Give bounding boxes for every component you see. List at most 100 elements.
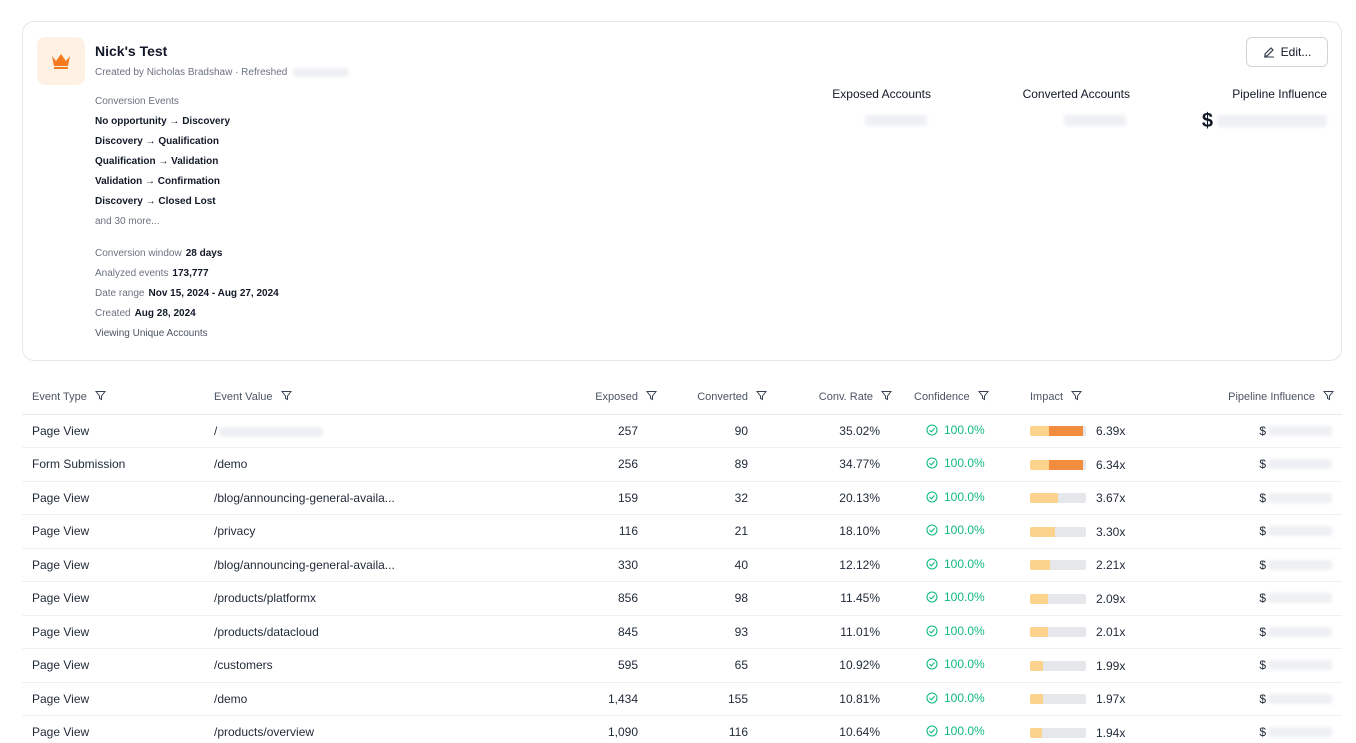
col-converted[interactable]: Converted (662, 380, 772, 415)
impact-value: 3.30x (1096, 524, 1126, 539)
pipeline-redacted (1268, 559, 1332, 570)
metric-exposed-redacted (865, 115, 927, 126)
impact-value: 2.01x (1096, 625, 1126, 640)
more-events-link[interactable]: and 30 more... (95, 216, 160, 227)
cell-event-type: Page View (22, 514, 214, 549)
cell-pipeline: $ (1170, 548, 1342, 582)
table-row[interactable]: Page View/products/datacloud 845 93 11.01% 1… (22, 615, 1342, 649)
cell-conv-rate: 10.64% (772, 715, 902, 743)
pipeline-redacted (1268, 693, 1332, 704)
cell-converted: 93 (662, 615, 772, 649)
cell-confidence: 100.0% (902, 548, 1020, 582)
metric-converted-label: Converted Accounts (1022, 87, 1130, 101)
impact-bar (1030, 459, 1086, 470)
impact-bar (1030, 593, 1086, 604)
cell-exposed: 856 (444, 581, 662, 616)
cell-event-type: Page View (22, 548, 214, 582)
cell-event-type: Page View (22, 682, 214, 716)
filter-icon[interactable] (977, 390, 989, 404)
table-row[interactable]: Page View/products/platformx 856 98 11.45% 1… (22, 581, 1342, 616)
impact-bar (1030, 426, 1086, 437)
metric-converted-redacted (1064, 115, 1126, 126)
impact-value: 1.99x (1096, 658, 1126, 673)
table-row[interactable]: Page View/blog/announcing-general-availa… (22, 481, 1342, 515)
conversion-events-heading: Conversion Events (95, 96, 179, 107)
cell-event-value: /blog/announcing-general-availa... (214, 481, 444, 515)
check-circle-icon (926, 457, 938, 472)
conversion-event: Qualification → Validation (95, 156, 219, 167)
col-event-type[interactable]: Event Type (22, 380, 214, 415)
conversion-window: Conversion window 28 days (95, 248, 223, 259)
col-event-value[interactable]: Event Value (214, 380, 444, 415)
table-body: Page View/257 90 35.02% 100.0% 6.39x $ Form Su… (22, 414, 1342, 743)
check-circle-icon (926, 625, 938, 640)
cell-conv-rate: 11.45% (772, 581, 902, 616)
viewing-mode: Viewing Unique Accounts (95, 328, 208, 339)
metric-converted: Converted Accounts (1023, 87, 1130, 126)
col-conv-rate[interactable]: Conv. Rate (772, 380, 902, 415)
date-range: Date range Nov 15, 2024 - Aug 27, 2024 (95, 288, 279, 299)
filter-icon[interactable] (880, 390, 893, 404)
pipeline-redacted (1268, 727, 1332, 738)
pipeline-redacted (1268, 459, 1332, 470)
cell-exposed: 1,090 (444, 715, 662, 743)
cell-confidence: 100.0% (902, 615, 1020, 649)
cell-exposed: 1,434 (444, 682, 662, 716)
cell-event-value: / (214, 414, 444, 448)
cell-pipeline: $ (1170, 648, 1342, 683)
impact-bar-light (1030, 694, 1043, 705)
pipeline-redacted (1268, 626, 1332, 637)
cell-conv-rate: 10.81% (772, 682, 902, 716)
impact-bar (1030, 627, 1086, 638)
filter-icon[interactable] (280, 390, 292, 404)
impact-bar-light (1030, 426, 1049, 437)
metric-pipeline-redacted (1217, 115, 1327, 127)
cell-event-value: /blog/announcing-general-availa... (214, 548, 444, 582)
table-row[interactable]: Page View/products/overview 1,090 116 10.64… (22, 715, 1342, 743)
filter-icon[interactable] (1322, 390, 1335, 404)
analyzed-events: Analyzed events 173,777 (95, 268, 209, 279)
filter-icon[interactable] (755, 390, 768, 404)
cell-confidence: 100.0% (902, 581, 1020, 616)
filter-icon[interactable] (645, 390, 658, 404)
table-row[interactable]: Page View/257 90 35.02% 100.0% 6.39x $ (22, 414, 1342, 448)
table-row[interactable]: Page View/demo 1,434 155 10.81% 100.0% 1.97x $ (22, 682, 1342, 716)
col-confidence[interactable]: Confidence (902, 380, 1020, 415)
cell-event-value: /products/overview (214, 715, 444, 743)
pipeline-redacted (1268, 425, 1332, 436)
table-row[interactable]: Page View/customers 595 65 10.92% 100.0% 1.99… (22, 648, 1342, 683)
cell-event-type: Page View (22, 715, 214, 743)
impact-value: 6.34x (1096, 457, 1126, 472)
cell-pipeline: $ (1170, 514, 1342, 549)
edit-button[interactable]: Edit... (1246, 37, 1328, 67)
cell-converted: 155 (662, 682, 772, 716)
impact-value: 2.09x (1096, 591, 1126, 606)
table-row[interactable]: Page View/privacy 116 21 18.10% 100.0% 3.30x $ (22, 514, 1342, 549)
cell-impact: 1.94x (1020, 715, 1170, 743)
filter-icon[interactable] (94, 390, 106, 404)
cell-converted: 32 (662, 481, 772, 515)
cell-event-value: /demo (214, 447, 444, 482)
event-value-redacted (219, 426, 324, 437)
cell-converted: 116 (662, 715, 772, 743)
cell-event-value: /privacy (214, 514, 444, 549)
metric-exposed-label: Exposed Accounts (832, 87, 931, 101)
cell-converted: 40 (662, 548, 772, 582)
cell-conv-rate: 34.77% (772, 447, 902, 482)
cell-event-type: Page View (22, 615, 214, 649)
pipeline-redacted (1268, 660, 1332, 671)
table-row[interactable]: Form Submission/demo 256 89 34.77% 100.0% 6.3… (22, 447, 1342, 482)
col-exposed[interactable]: Exposed (444, 380, 662, 415)
conversion-event: Validation → Confirmation (95, 176, 221, 187)
impact-bar-light (1030, 593, 1048, 604)
created-by: Created by Nicholas Bradshaw · Refreshed (95, 67, 350, 78)
cell-impact: 6.34x (1020, 447, 1170, 482)
col-impact[interactable]: Impact (1020, 380, 1170, 415)
col-pipeline[interactable]: Pipeline Influence (1170, 380, 1342, 415)
filter-icon[interactable] (1070, 390, 1083, 404)
cell-impact: 1.97x (1020, 682, 1170, 716)
impact-bar (1030, 560, 1086, 571)
cell-exposed: 116 (444, 514, 662, 549)
metric-exposed: Exposed Accounts (832, 87, 931, 126)
table-row[interactable]: Page View/blog/announcing-general-availa… (22, 548, 1342, 582)
